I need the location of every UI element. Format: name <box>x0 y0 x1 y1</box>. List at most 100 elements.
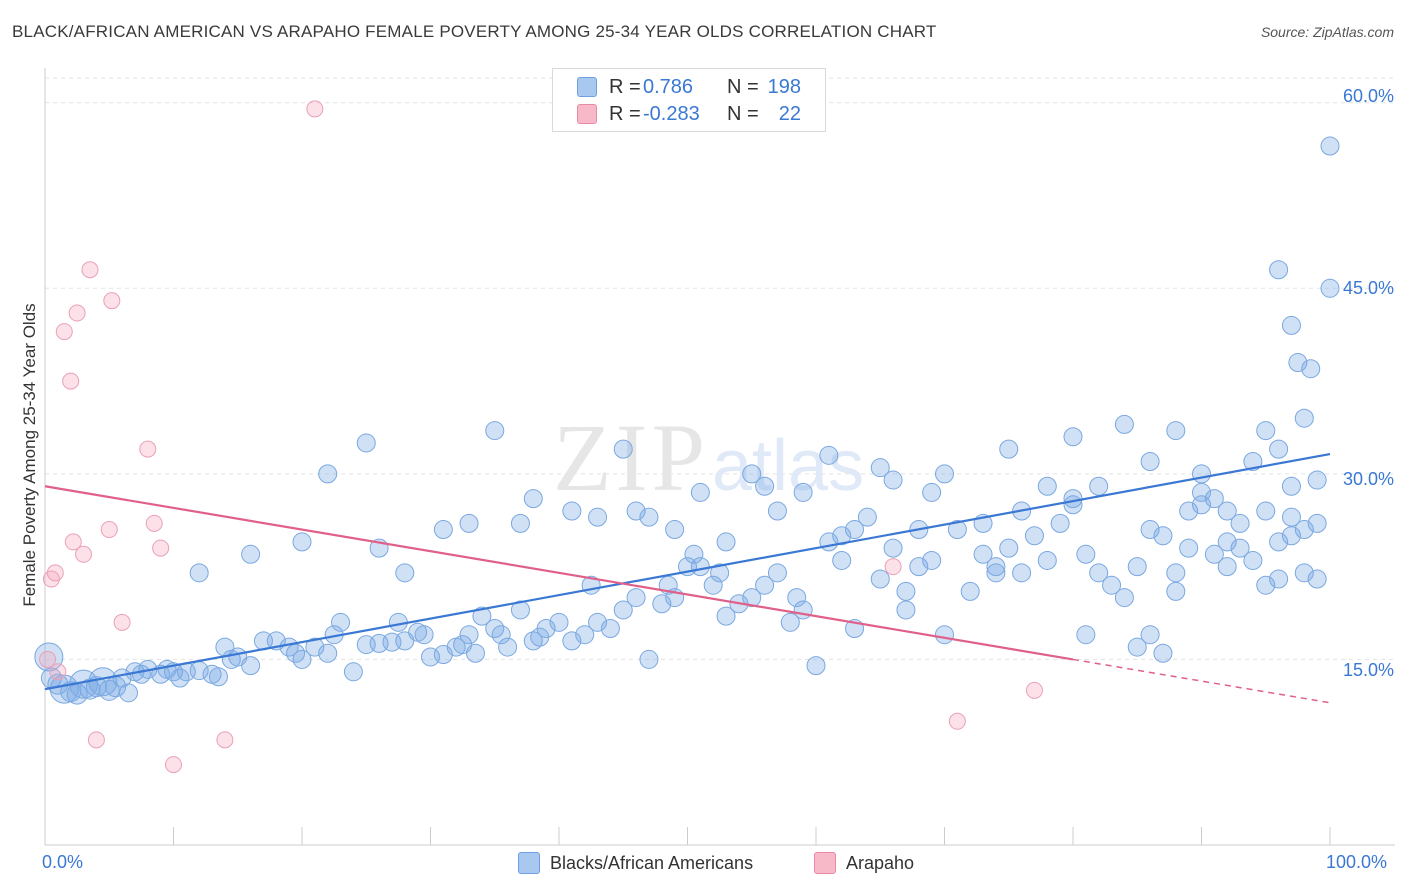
data-point-blacks <box>1269 260 1289 280</box>
data-point-blacks <box>832 550 852 570</box>
data-point-blacks <box>1166 421 1186 441</box>
data-point-blacks <box>767 501 787 521</box>
data-point-arapaho <box>165 756 182 774</box>
data-point-blacks <box>523 631 543 651</box>
data-point-blacks <box>1243 452 1263 471</box>
data-point-arapaho <box>68 304 86 322</box>
data-point-blacks <box>690 482 710 502</box>
data-point-blacks <box>1294 408 1314 428</box>
data-point-blacks <box>459 513 479 533</box>
data-point-blacks <box>1307 470 1327 490</box>
data-point-blacks <box>1307 513 1327 533</box>
legend-r-label: R = <box>609 102 641 125</box>
data-point-blacks <box>935 464 954 484</box>
data-point-blacks <box>575 625 595 645</box>
data-point-arapaho <box>216 731 234 749</box>
data-point-blacks <box>716 606 736 626</box>
data-point-blacks <box>1179 538 1199 558</box>
bottom-legend-blacks: Blacks/African Americans <box>518 852 753 874</box>
data-point-blacks <box>1269 439 1289 459</box>
data-point-blacks <box>485 421 505 441</box>
data-point-blacks <box>241 544 261 564</box>
data-point-blacks <box>986 557 1006 577</box>
data-point-blacks <box>1114 414 1134 434</box>
data-point-blacks <box>780 612 800 632</box>
data-point-blacks <box>1281 526 1301 546</box>
data-point-blacks <box>1204 489 1224 509</box>
data-point-blacks <box>1076 544 1096 564</box>
watermark: ZIP atlas <box>553 404 864 511</box>
data-point-blacks <box>241 656 261 676</box>
data-point-blacks <box>1320 136 1340 156</box>
data-point-arapaho <box>75 545 93 563</box>
data-point-blacks <box>331 612 351 632</box>
data-point-blacks <box>819 445 839 465</box>
legend-r-label: R = <box>609 75 641 98</box>
data-point-blacks <box>1127 557 1147 577</box>
y-tick-label: 30.0% <box>1342 469 1394 489</box>
data-point-blacks <box>742 464 762 484</box>
data-point-blacks <box>639 649 659 669</box>
y-tick-label: 60.0% <box>1342 86 1394 106</box>
data-point-arapaho <box>39 650 57 668</box>
data-point-blacks <box>1063 427 1083 447</box>
data-point-blacks <box>356 433 376 453</box>
data-point-blacks <box>767 563 787 583</box>
data-point-blacks <box>947 520 967 540</box>
data-point-blacks <box>549 612 569 632</box>
data-point-arapaho <box>113 613 131 631</box>
bottom-legend-label-arapaho: Arapaho <box>846 852 915 873</box>
data-point-blacks <box>189 563 209 583</box>
data-point-blacks <box>883 470 903 490</box>
data-point-blacks <box>318 464 338 484</box>
data-point-blacks <box>1256 421 1276 441</box>
data-point-blacks <box>318 643 338 663</box>
data-point-blacks <box>1037 476 1057 496</box>
chart-source: Source: ZipAtlas.com <box>1260 24 1394 40</box>
data-point-blacks <box>1166 581 1186 601</box>
data-point-blacks <box>1089 563 1109 583</box>
data-point-blacks <box>935 625 954 645</box>
data-point-blacks <box>292 532 312 552</box>
legend-n-label: N = <box>727 75 759 98</box>
data-point-blacks <box>690 557 710 577</box>
data-point-blacks <box>896 600 916 620</box>
data-point-blacks <box>523 489 543 509</box>
data-point-blacks <box>999 439 1019 459</box>
data-point-blacks <box>883 538 903 558</box>
series-arapaho-points <box>39 100 1043 774</box>
data-point-blacks <box>414 625 434 645</box>
data-point-blacks <box>793 482 813 502</box>
trend-line-blacks <box>44 452 1331 691</box>
data-point-blacks <box>1256 501 1276 521</box>
data-point-blacks <box>1153 643 1173 663</box>
data-point-blacks <box>922 482 942 502</box>
data-point-blacks <box>208 667 228 687</box>
data-point-arapaho <box>81 261 99 279</box>
data-point-blacks <box>1140 452 1160 471</box>
data-point-arapaho <box>884 558 902 576</box>
data-point-blacks <box>1281 476 1301 496</box>
data-point-arapaho <box>55 323 73 341</box>
data-point-arapaho <box>306 100 324 118</box>
data-point-blacks <box>1140 625 1160 645</box>
data-point-arapaho <box>62 372 80 390</box>
data-point-blacks <box>588 507 608 527</box>
data-point-blacks <box>1024 526 1044 546</box>
data-point-blacks <box>716 532 736 552</box>
bottom-legend-swatch-blacks <box>518 852 540 874</box>
data-point-blacks <box>1166 563 1186 583</box>
data-point-arapaho <box>152 539 170 557</box>
data-point-arapaho <box>139 440 157 458</box>
legend-n-value: 22 <box>778 102 801 125</box>
data-point-blacks <box>1063 489 1083 509</box>
data-point-blacks <box>1076 625 1096 645</box>
y-axis-label: Female Poverty Among 25-34 Year Olds <box>20 303 39 607</box>
data-point-arapaho <box>87 731 105 749</box>
data-point-blacks <box>626 588 646 608</box>
trend-lines <box>44 452 1331 704</box>
data-point-blacks <box>742 588 762 608</box>
data-point-blacks <box>1230 513 1250 533</box>
data-point-blacks <box>626 501 646 521</box>
data-point-blacks <box>793 600 813 620</box>
